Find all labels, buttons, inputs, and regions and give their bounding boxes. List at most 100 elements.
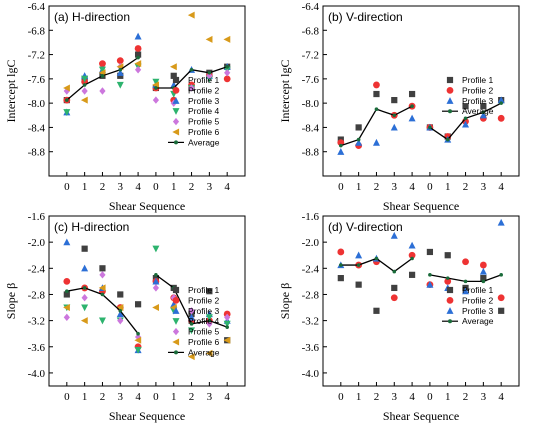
- data-point-profile-6: [152, 304, 160, 312]
- y-tick-label: -6.8: [302, 25, 320, 37]
- x-tick-label: 4: [135, 181, 141, 193]
- data-point-profile-6: [80, 96, 88, 104]
- data-point-profile-6: [152, 81, 160, 89]
- data-point-profile-3: [372, 138, 380, 146]
- x-tick-label: 3: [207, 181, 213, 193]
- legend-marker-profile-4: [172, 318, 180, 325]
- data-point-profile-4: [188, 327, 196, 335]
- data-point-profile-6: [63, 304, 70, 312]
- legend-label: Average: [188, 137, 220, 147]
- data-point-profile-6: [134, 336, 142, 344]
- data-point-profile-5: [81, 294, 88, 302]
- data-point-profile-2: [223, 75, 231, 83]
- data-point-profile-3: [390, 123, 398, 131]
- data-point-profile-3: [408, 114, 416, 122]
- data-point-profile-1: [462, 103, 469, 110]
- legend-average-marker: [174, 140, 178, 145]
- data-point-profile-2: [63, 277, 71, 285]
- x-tick-label: 4: [409, 391, 415, 403]
- x-tick-label: 4: [224, 391, 230, 403]
- legend-marker-profile-5: [172, 327, 180, 336]
- y-tick-label: -8.8: [28, 147, 46, 159]
- legend-marker-profile-1: [446, 76, 454, 84]
- data-point-profile-1: [391, 97, 398, 104]
- average-point: [65, 289, 69, 293]
- data-point-profile-4: [152, 245, 160, 253]
- data-point-profile-6: [223, 336, 231, 344]
- x-tick-label: 4: [498, 181, 504, 193]
- x-tick-label: 0: [338, 181, 344, 193]
- data-point-profile-6: [223, 35, 231, 43]
- data-point-profile-1: [444, 252, 451, 259]
- data-point-profile-5: [152, 284, 160, 292]
- x-tick-label: 0: [153, 181, 159, 193]
- x-tick-label: 4: [135, 391, 141, 403]
- data-point-profile-3: [152, 277, 160, 285]
- data-point-profile-3: [479, 111, 487, 119]
- legend-label: Profile 4: [188, 106, 219, 116]
- legend-label: Profile 3: [462, 306, 493, 316]
- legend-average-marker: [448, 109, 452, 114]
- x-tick-label: 0: [427, 391, 433, 403]
- x-tick-label: 1: [445, 391, 451, 403]
- x-tick-label: 1: [171, 181, 177, 193]
- data-point-profile-1: [134, 51, 142, 58]
- data-point-profile-3: [462, 287, 470, 295]
- x-tick-label: 0: [153, 391, 159, 403]
- data-point-profile-1: [408, 271, 416, 278]
- x-tick-label: 3: [207, 391, 213, 403]
- data-point-profile-6: [205, 35, 213, 43]
- average-point: [207, 70, 212, 75]
- data-point-profile-5: [134, 66, 142, 74]
- legend-label: Average: [188, 347, 220, 357]
- average-point: [410, 104, 414, 108]
- data-point-profile-2: [497, 114, 505, 122]
- panel-title: (c) H-direction: [54, 220, 129, 234]
- y-tick-label: -2.0: [28, 237, 46, 249]
- x-tick-label: 2: [100, 181, 106, 193]
- data-point-profile-3: [134, 32, 142, 40]
- x-tick-label: 2: [463, 391, 469, 403]
- average-point: [445, 276, 450, 280]
- data-point-profile-6: [63, 84, 70, 92]
- legend-average-marker: [448, 319, 452, 324]
- data-point-profile-2: [373, 81, 380, 89]
- data-point-profile-3: [81, 264, 89, 272]
- average-point: [136, 55, 140, 60]
- data-point-profile-3: [188, 313, 196, 321]
- average-point: [225, 64, 229, 69]
- data-point-profile-2: [390, 294, 398, 302]
- data-point-profile-3: [116, 310, 124, 318]
- data-point-profile-1: [99, 265, 106, 272]
- legend-label: Average: [462, 316, 494, 326]
- data-point-profile-1: [373, 90, 380, 98]
- x-tick-label: 4: [498, 391, 504, 403]
- legend-marker-profile-1: [172, 286, 180, 294]
- average-point: [118, 309, 123, 313]
- y-tick-label: -8.4: [302, 122, 320, 134]
- data-point-profile-5: [81, 87, 88, 95]
- y-tick-label: -1.6: [302, 211, 320, 223]
- data-point-profile-3: [497, 96, 505, 104]
- x-tick-label: 3: [118, 391, 124, 403]
- legend-label: Profile 1: [462, 75, 493, 85]
- data-point-profile-4: [63, 109, 71, 116]
- average-point: [392, 269, 397, 274]
- data-point-profile-4: [205, 314, 213, 322]
- data-point-profile-3: [337, 148, 345, 155]
- data-point-profile-1: [117, 291, 124, 298]
- y-tick-label: -2.8: [28, 289, 46, 301]
- average-point: [481, 279, 486, 284]
- panel-b: -6.4-6.8-7.2-7.6-8.0-8.4-8.80 1 2 3 4 0 1 2 3 4(b…: [278, 1, 520, 213]
- legend-marker-profile-2: [446, 297, 454, 304]
- x-tick-label: 4: [409, 181, 415, 193]
- data-point-profile-2: [462, 258, 469, 266]
- legend-label: Average: [462, 106, 494, 116]
- x-tick-label: 3: [481, 181, 487, 193]
- data-point-profile-2: [337, 139, 345, 147]
- legend-label: Profile 5: [188, 117, 219, 127]
- data-point-profile-1: [426, 248, 434, 256]
- data-point-profile-4: [98, 317, 106, 325]
- data-point-profile-1: [81, 245, 88, 252]
- data-point-profile-5: [206, 72, 213, 80]
